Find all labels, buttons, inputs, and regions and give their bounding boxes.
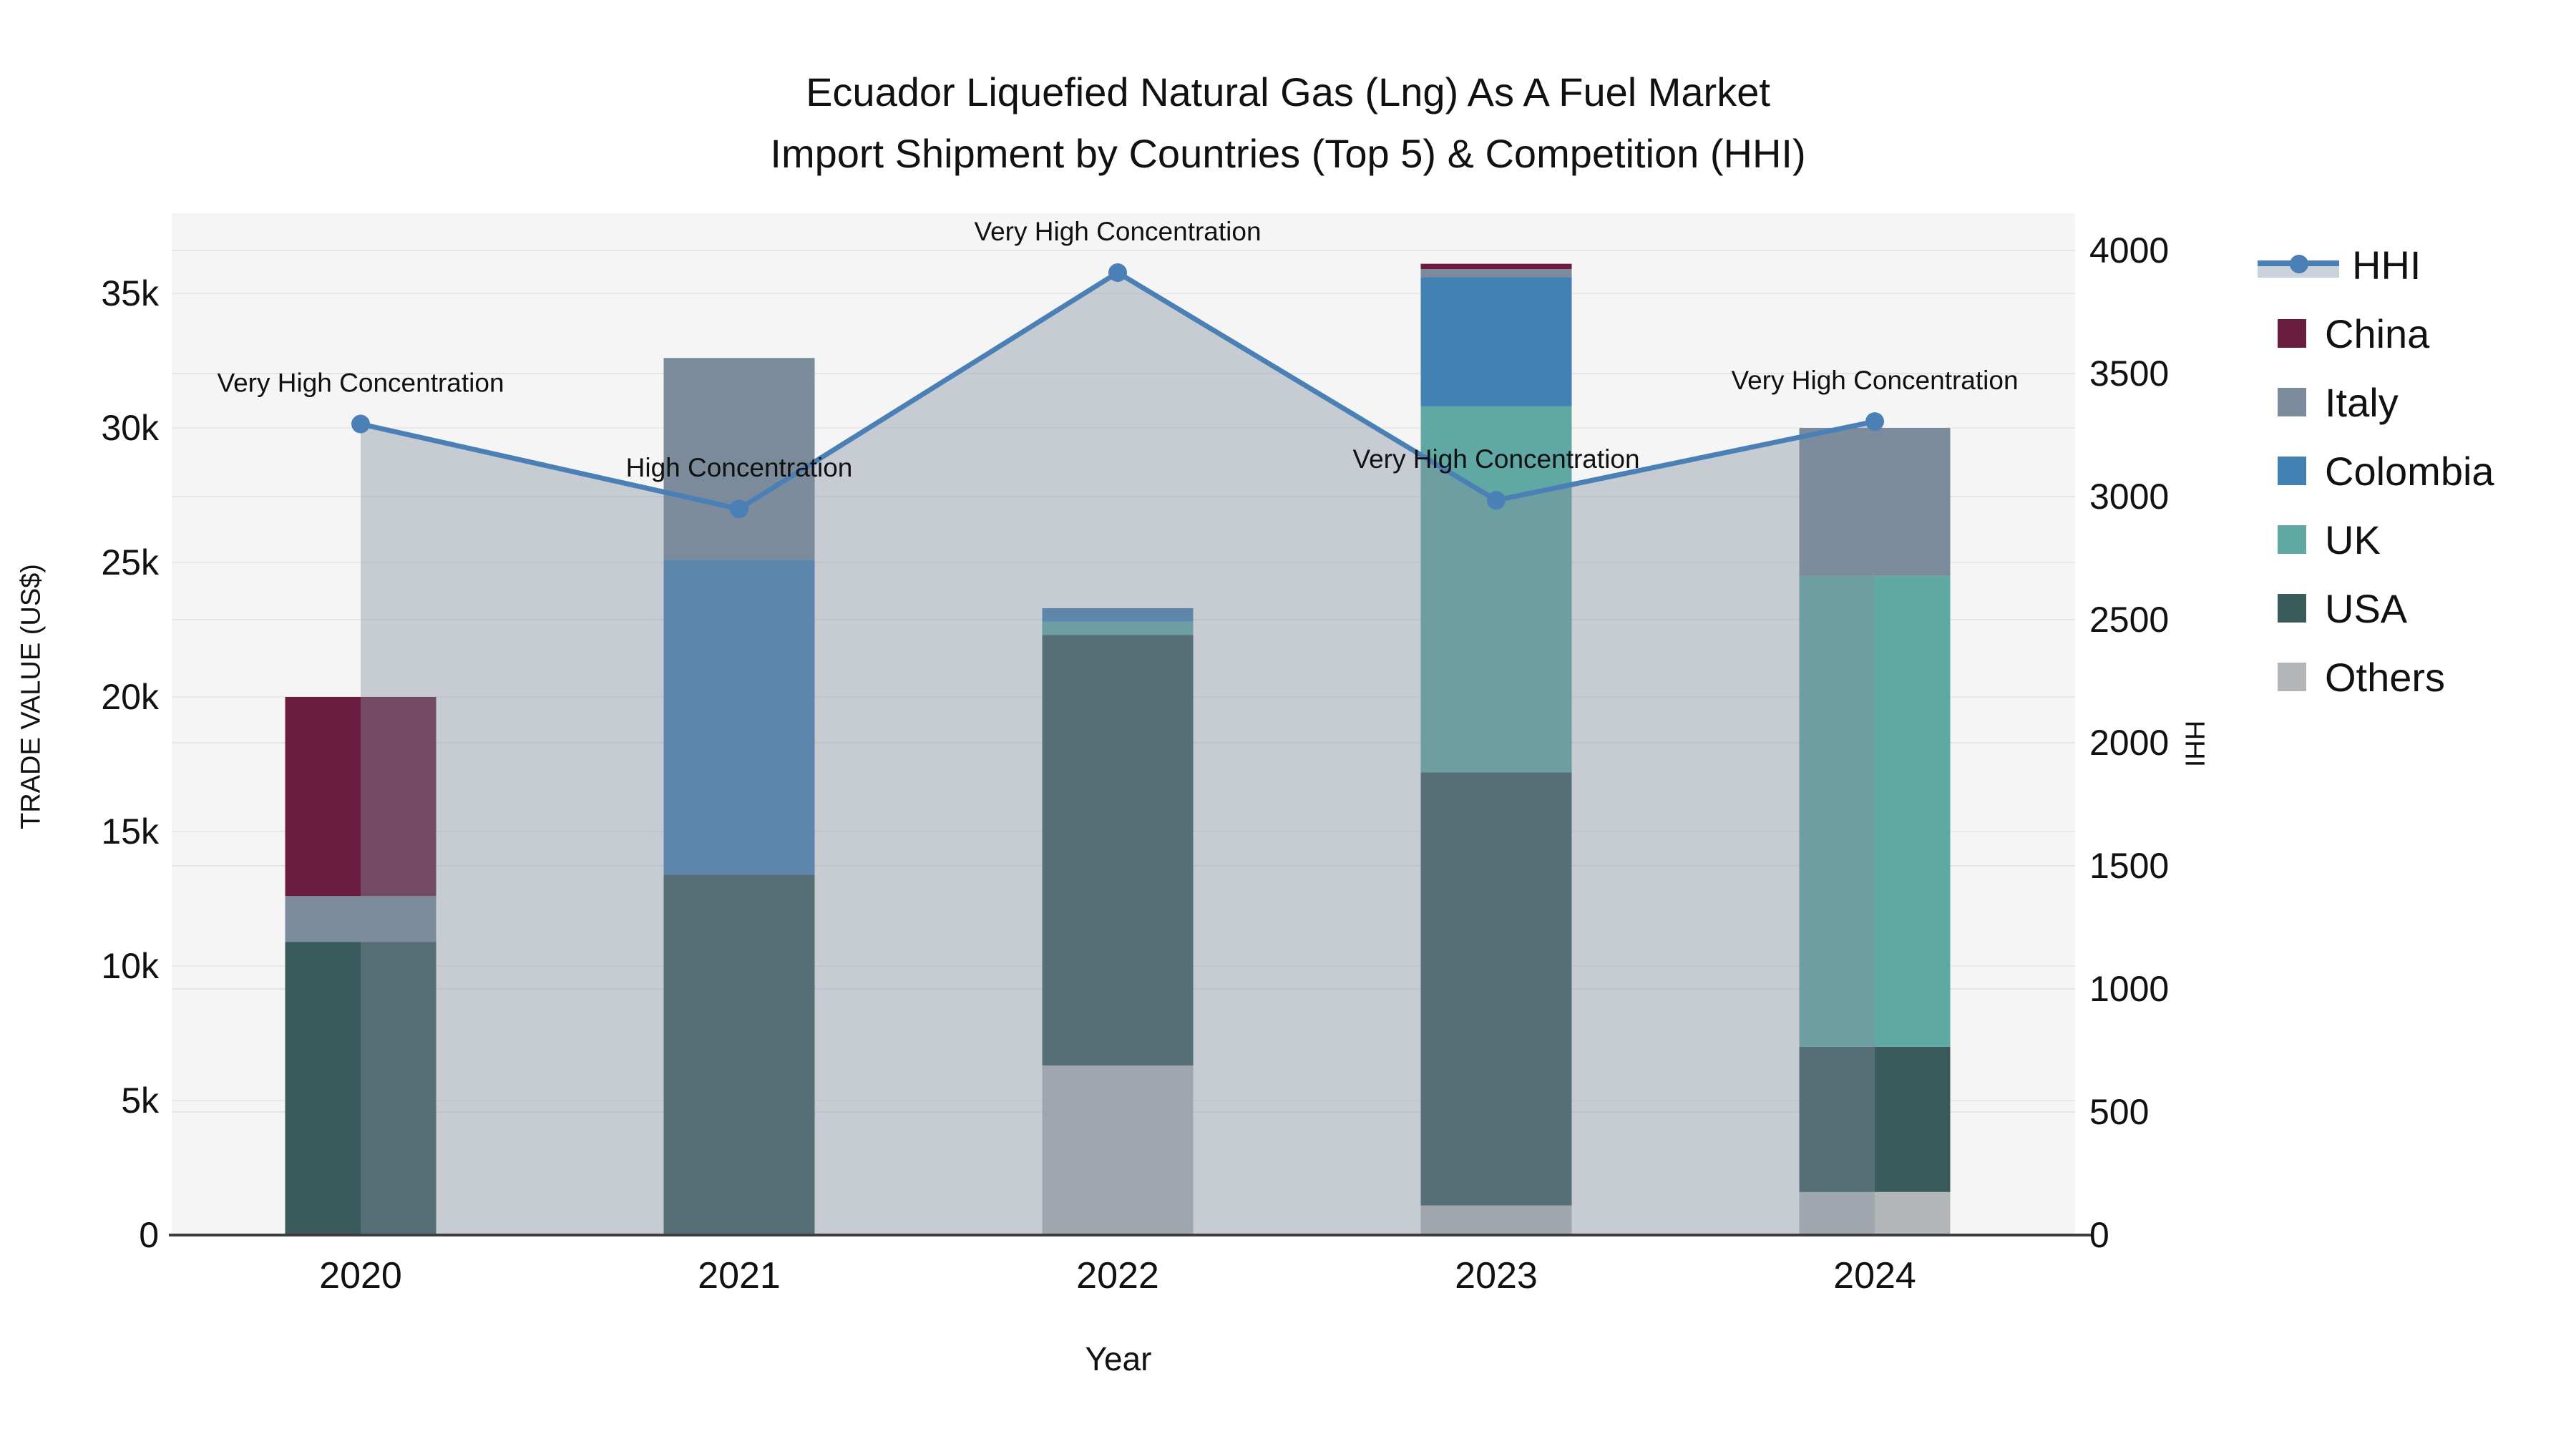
bar-segment-italy-2020[interactable] [285, 896, 436, 942]
y-left-tick-label: 35k [101, 273, 160, 313]
x-tick-label-2024[interactable]: 2024 [1833, 1255, 1916, 1297]
legend-label: HHI [2352, 242, 2421, 288]
y-left-tick-label: 25k [101, 542, 160, 582]
bar-segment-china-2023[interactable] [1420, 263, 1572, 270]
bar-segment-usa-2021[interactable] [663, 874, 815, 1235]
legend-label: Italy [2325, 379, 2399, 425]
bar-segment-usa-2024[interactable] [1799, 1046, 1951, 1192]
legend-item-china[interactable]: China [2258, 299, 2494, 368]
hhi-point-2024[interactable] [1865, 412, 1884, 431]
bar-segment-china-2020[interactable] [285, 697, 436, 897]
annotation-2023: Very High Concentration [1352, 444, 1639, 474]
y-right-tick-label: 4000 [2089, 230, 2169, 270]
bar-segment-italy-2024[interactable] [1799, 428, 1951, 576]
y-right-tick-label: 500 [2089, 1092, 2149, 1132]
legend-label: UK [2325, 517, 2381, 562]
annotation-2022: Very High Concentration [974, 217, 1261, 246]
bar-segment-uk-2022[interactable] [1042, 621, 1194, 635]
y-right-tick-label: 3500 [2089, 353, 2169, 394]
hhi-point-2021[interactable] [730, 499, 748, 519]
usa-swatch-icon [2278, 594, 2306, 623]
chart-title: Ecuador Liquefied Natural Gas (Lng) As A… [0, 62, 2576, 185]
legend-label: Colombia [2325, 448, 2494, 494]
y-left-tick-label: 0 [139, 1215, 159, 1255]
bar-segment-others-2022[interactable] [1042, 1065, 1194, 1235]
china-swatch-icon [2278, 319, 2306, 348]
bar-segment-colombia-2022[interactable] [1042, 608, 1194, 622]
bar-segment-others-2024[interactable] [1799, 1191, 1951, 1235]
italy-swatch-icon [2278, 388, 2306, 416]
bar-segment-usa-2023[interactable] [1420, 772, 1572, 1206]
hhi-point-2023[interactable] [1487, 491, 1506, 510]
y-right-tick-label: 1500 [2089, 846, 2169, 886]
legend-item-hhi[interactable]: HHI [2258, 230, 2494, 299]
legend-item-usa[interactable]: USA [2258, 574, 2494, 643]
legend-label: USA [2325, 585, 2408, 631]
x-tick-label-2021[interactable]: 2021 [698, 1255, 781, 1297]
others-swatch-icon [2278, 663, 2306, 691]
annotation-2021: High Concentration [626, 453, 853, 482]
y-right-tick-label: 3000 [2089, 477, 2169, 517]
bar-segment-colombia-2023[interactable] [1420, 277, 1572, 406]
y-right-tick-label: 2000 [2089, 723, 2169, 763]
y-right-tick-label: 1000 [2089, 969, 2169, 1009]
x-tick-label-2022[interactable]: 2022 [1076, 1255, 1159, 1297]
y-axis-left-title: TRADE VALUE (US$) [16, 564, 47, 829]
chart-title-line1: Ecuador Liquefied Natural Gas (Lng) As A… [806, 69, 1770, 114]
legend-label: Others [2325, 654, 2446, 700]
x-tick-label-2023[interactable]: 2023 [1455, 1255, 1538, 1297]
bar-segment-colombia-2021[interactable] [663, 560, 815, 875]
colombia-swatch-icon [2278, 457, 2306, 485]
y-left-tick-label: 20k [101, 677, 160, 717]
hhi-point-2022[interactable] [1108, 263, 1127, 282]
y-right-tick-label: 2500 [2089, 600, 2169, 640]
bar-segment-others-2023[interactable] [1420, 1205, 1572, 1235]
uk-swatch-icon [2278, 525, 2306, 554]
legend-item-colombia[interactable]: Colombia [2258, 436, 2494, 505]
y-left-tick-label: 15k [101, 811, 160, 852]
annotation-2024: Very High Concentration [1731, 366, 2018, 395]
chart-title-line2: Import Shipment by Countries (Top 5) & C… [770, 131, 1806, 176]
legend: HHI China Italy Colombia UK USA Others [2258, 230, 2494, 711]
legend-label: China [2325, 311, 2430, 356]
bar-segment-italy-2021[interactable] [663, 358, 815, 560]
y-left-tick-label: 5k [121, 1080, 160, 1121]
bar-segment-italy-2023[interactable] [1420, 269, 1572, 278]
annotation-2020: Very High Concentration [217, 369, 504, 398]
x-axis-title: Year [1085, 1340, 1152, 1377]
y-axis-right-title: HHI [2179, 720, 2210, 768]
bar-segment-usa-2020[interactable] [285, 942, 436, 1235]
y-left-tick-label: 30k [101, 408, 160, 448]
hhi-point-2020[interactable] [351, 414, 370, 434]
legend-item-uk[interactable]: UK [2258, 505, 2494, 574]
hhi-line-swatch-icon [2258, 249, 2339, 280]
bar-segment-usa-2022[interactable] [1042, 635, 1194, 1066]
x-tick-label-2020[interactable]: 2020 [319, 1255, 402, 1297]
y-left-tick-label: 10k [101, 946, 160, 986]
y-right-tick-label: 0 [2089, 1215, 2109, 1255]
legend-item-italy[interactable]: Italy [2258, 368, 2494, 436]
legend-item-others[interactable]: Others [2258, 643, 2494, 711]
bar-segment-uk-2024[interactable] [1799, 575, 1951, 1047]
